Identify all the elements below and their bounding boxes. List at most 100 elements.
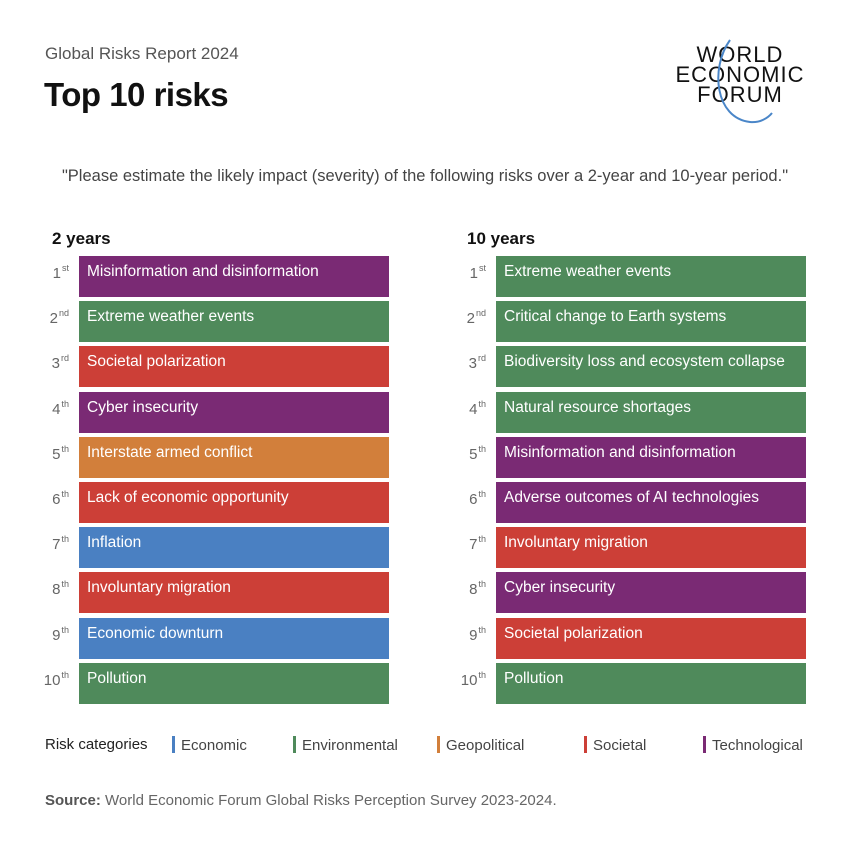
column-title-2-years: 2 years (52, 229, 111, 248)
rank-label: 8th (456, 579, 486, 599)
risk-row: 7th Involuntary migration (456, 527, 806, 569)
rank-label: 1st (39, 263, 69, 282)
risk-bar: Critical change to Earth systems (496, 301, 806, 343)
risk-row: 9th Economic downturn (39, 617, 389, 659)
legend-swatch (172, 736, 175, 753)
rank-number: 6 (52, 491, 61, 508)
risk-bar: Lack of economic opportunity (79, 482, 389, 523)
legend-swatch (437, 736, 440, 753)
legend-item-technological: Technological (703, 736, 803, 754)
rank-label: 4th (456, 398, 486, 418)
rank-number: 8 (469, 581, 478, 599)
rank-label: 3rd (39, 353, 69, 373)
rank-number: 5 (469, 445, 478, 463)
rank-label: 5th (39, 443, 69, 463)
legend-swatch (584, 736, 587, 753)
rank-suffix: st (61, 263, 69, 273)
legend-swatch (293, 736, 296, 753)
rank-label: 10th (456, 670, 486, 689)
rank-number: 1 (52, 265, 61, 282)
rank-suffix: th (478, 579, 486, 590)
rank-number: 8 (52, 581, 61, 599)
logo-line-2: ECONOMIC (676, 62, 805, 87)
rank-number: 7 (52, 536, 61, 554)
rank-label: 1st (456, 263, 486, 282)
rank-number: 5 (52, 445, 61, 463)
risk-bar: Extreme weather events (496, 256, 806, 297)
risk-row: 3rd Societal polarization (39, 346, 389, 388)
risk-bar: Involuntary migration (496, 527, 806, 569)
risk-row: 10th Pollution (456, 662, 806, 704)
rank-label: 5th (456, 443, 486, 463)
risk-bar: Extreme weather events (79, 301, 389, 343)
rank-label: 8th (39, 579, 69, 599)
wef-logo: WORLD ECONOMIC FORUM (676, 39, 805, 124)
rank-suffix: nd (58, 308, 69, 319)
logo-line-3: FORUM (697, 82, 783, 107)
rank-number: 2 (49, 310, 58, 328)
rank-suffix: th (478, 489, 486, 499)
rank-number: 1 (469, 265, 478, 282)
rank-suffix: th (61, 534, 69, 545)
rank-label: 7th (39, 534, 69, 554)
rank-number: 9 (469, 626, 478, 644)
risk-bar: Pollution (496, 662, 806, 704)
source-text: World Economic Forum Global Risks Percep… (100, 792, 557, 809)
rank-number: 2 (466, 310, 475, 328)
report-label: Global Risks Report 2024 (45, 44, 239, 63)
risk-bar: Inflation (79, 527, 389, 569)
risk-bar: Natural resource shortages (496, 391, 806, 433)
rank-number: 3 (51, 355, 60, 373)
rank-label: 4th (39, 398, 69, 418)
risk-row: 7th Inflation (39, 527, 389, 569)
survey-question: "Please estimate the likely impact (seve… (61, 167, 789, 185)
rank-label: 9th (456, 625, 486, 644)
risk-bar: Misinformation and disinformation (496, 436, 806, 478)
rank-suffix: th (478, 398, 486, 409)
risk-row: 8th Cyber insecurity (456, 572, 806, 614)
rank-label: 2nd (456, 308, 486, 328)
rank-suffix: nd (475, 308, 486, 319)
risk-bar: Biodiversity loss and ecosystem collapse (496, 346, 806, 388)
rank-number: 4 (469, 400, 478, 418)
risk-bar: Involuntary migration (79, 572, 389, 614)
rank-suffix: rd (60, 353, 69, 364)
logo-arc (717, 39, 773, 124)
rank-number: 10 (460, 671, 478, 689)
risk-bar: Cyber insecurity (79, 391, 389, 433)
rank-label: 2nd (39, 308, 69, 328)
page-title: Top 10 risks (44, 76, 229, 113)
risk-row: 10th Pollution (39, 662, 389, 704)
rank-number: 4 (52, 400, 61, 418)
risk-bar: Interstate armed conflict (79, 436, 389, 478)
rank-number: 3 (468, 355, 477, 373)
risk-row: 6th Adverse outcomes of AI technologies (456, 482, 806, 523)
legend-text: Societal (593, 737, 647, 754)
rank-suffix: th (478, 443, 486, 454)
legend-item-economic: Economic (172, 736, 247, 754)
rank-suffix: th (61, 398, 69, 409)
risk-bar: Economic downturn (79, 617, 389, 659)
risk-row: 5th Misinformation and disinformation (456, 436, 806, 478)
rank-suffix: th (61, 489, 69, 499)
risk-row: 4th Natural resource shortages (456, 391, 806, 433)
logo-line-1: WORLD (697, 42, 784, 67)
risk-row: 1st Misinformation and disinformation (39, 256, 389, 297)
rank-suffix: th (61, 624, 69, 635)
rank-suffix: th (61, 443, 69, 454)
risk-row: 9th Societal polarization (456, 617, 806, 659)
legend-label: Risk categories (45, 736, 148, 753)
legend-item-geopolitical: Geopolitical (437, 736, 524, 754)
risk-row: 4th Cyber insecurity (39, 391, 389, 433)
rank-label: 10th (39, 670, 69, 689)
legend-text: Geopolitical (446, 737, 525, 754)
legend-item-societal: Societal (584, 736, 646, 754)
risk-row: 8th Involuntary migration (39, 572, 389, 614)
risk-bar: Pollution (79, 662, 389, 704)
risk-bar: Misinformation and disinformation (79, 256, 389, 297)
rank-number: 9 (52, 626, 61, 644)
risk-row: 5th Interstate armed conflict (39, 436, 389, 478)
risk-bar: Societal polarization (496, 617, 806, 659)
source-label: Source: (45, 792, 101, 809)
legend-item-environmental: Environmental (293, 736, 398, 754)
